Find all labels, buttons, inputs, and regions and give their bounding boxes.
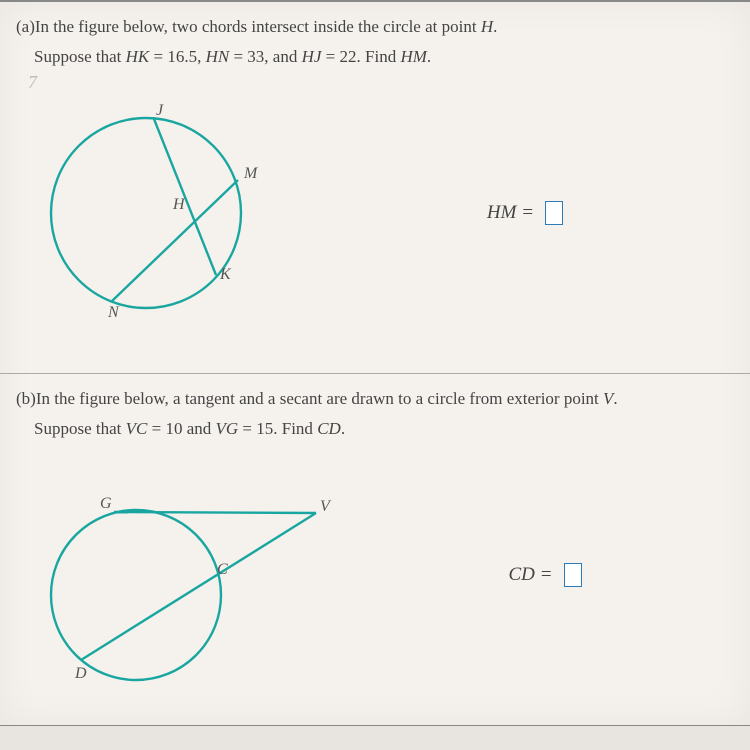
val: 16.5: [167, 47, 197, 66]
circle-a: [51, 118, 241, 308]
answer-label: HM: [487, 202, 517, 224]
var-h: H: [481, 17, 493, 36]
prompt-b-line2: Suppose that VC = 10 and VG = 15. Find C…: [16, 416, 734, 442]
text: .: [427, 47, 431, 66]
prompt-a-line2: Suppose that HK = 16.5, HN = 33, and HJ …: [16, 44, 734, 70]
problem-b: (b)In the figure below, a tangent and a …: [0, 373, 750, 725]
figure-a: J M H K N: [16, 73, 316, 353]
label-g: G: [100, 495, 112, 512]
text: . Find: [357, 47, 401, 66]
val: 10: [165, 419, 182, 438]
text: Suppose that: [34, 47, 126, 66]
var: HM: [400, 47, 426, 66]
tangent-secant-diagram: G V C D: [16, 445, 356, 705]
circle-b: [51, 510, 221, 680]
label-c: C: [217, 561, 228, 578]
answer-a: HM =: [316, 201, 734, 225]
var: VC: [126, 419, 148, 438]
var-v: V: [603, 389, 613, 408]
var: HK: [126, 47, 150, 66]
label-h: H: [172, 196, 186, 213]
label-k: K: [219, 266, 232, 283]
label-v: V: [320, 498, 332, 515]
prompt-a-line1: (a)In the figure below, two chords inter…: [16, 14, 734, 40]
var: HN: [206, 47, 230, 66]
answer-label: CD: [508, 564, 534, 586]
text: . Find: [273, 419, 317, 438]
text: .: [613, 389, 617, 408]
equals: =: [541, 564, 552, 586]
var: CD: [317, 419, 341, 438]
answer-b: CD =: [356, 563, 734, 587]
text: .: [341, 419, 345, 438]
label-m: M: [243, 165, 259, 182]
var: VG: [215, 419, 238, 438]
val: 15: [256, 419, 273, 438]
text: .: [493, 17, 497, 36]
text: (b)In the figure below, a tangent and a …: [16, 389, 603, 408]
pencil-mark: 7: [28, 72, 37, 93]
label-d: D: [74, 665, 87, 682]
secant-vd: [81, 513, 316, 660]
val: 33: [247, 47, 264, 66]
text: (a)In the figure below, two chords inter…: [16, 17, 481, 36]
val: 22: [340, 47, 357, 66]
text: Suppose that: [34, 419, 126, 438]
prompt-b-line1: (b)In the figure below, a tangent and a …: [16, 386, 734, 412]
var: HJ: [302, 47, 322, 66]
equals: =: [522, 202, 533, 224]
answer-input-b[interactable]: [564, 563, 582, 587]
label-n: N: [107, 304, 120, 321]
problem-a: (a)In the figure below, two chords inter…: [0, 1, 750, 373]
figure-b: G V C D: [16, 445, 356, 705]
tangent-vg: [114, 512, 316, 513]
label-j: J: [156, 102, 164, 119]
answer-input-a[interactable]: [545, 201, 563, 225]
chords-diagram: J M H K N: [16, 73, 316, 353]
